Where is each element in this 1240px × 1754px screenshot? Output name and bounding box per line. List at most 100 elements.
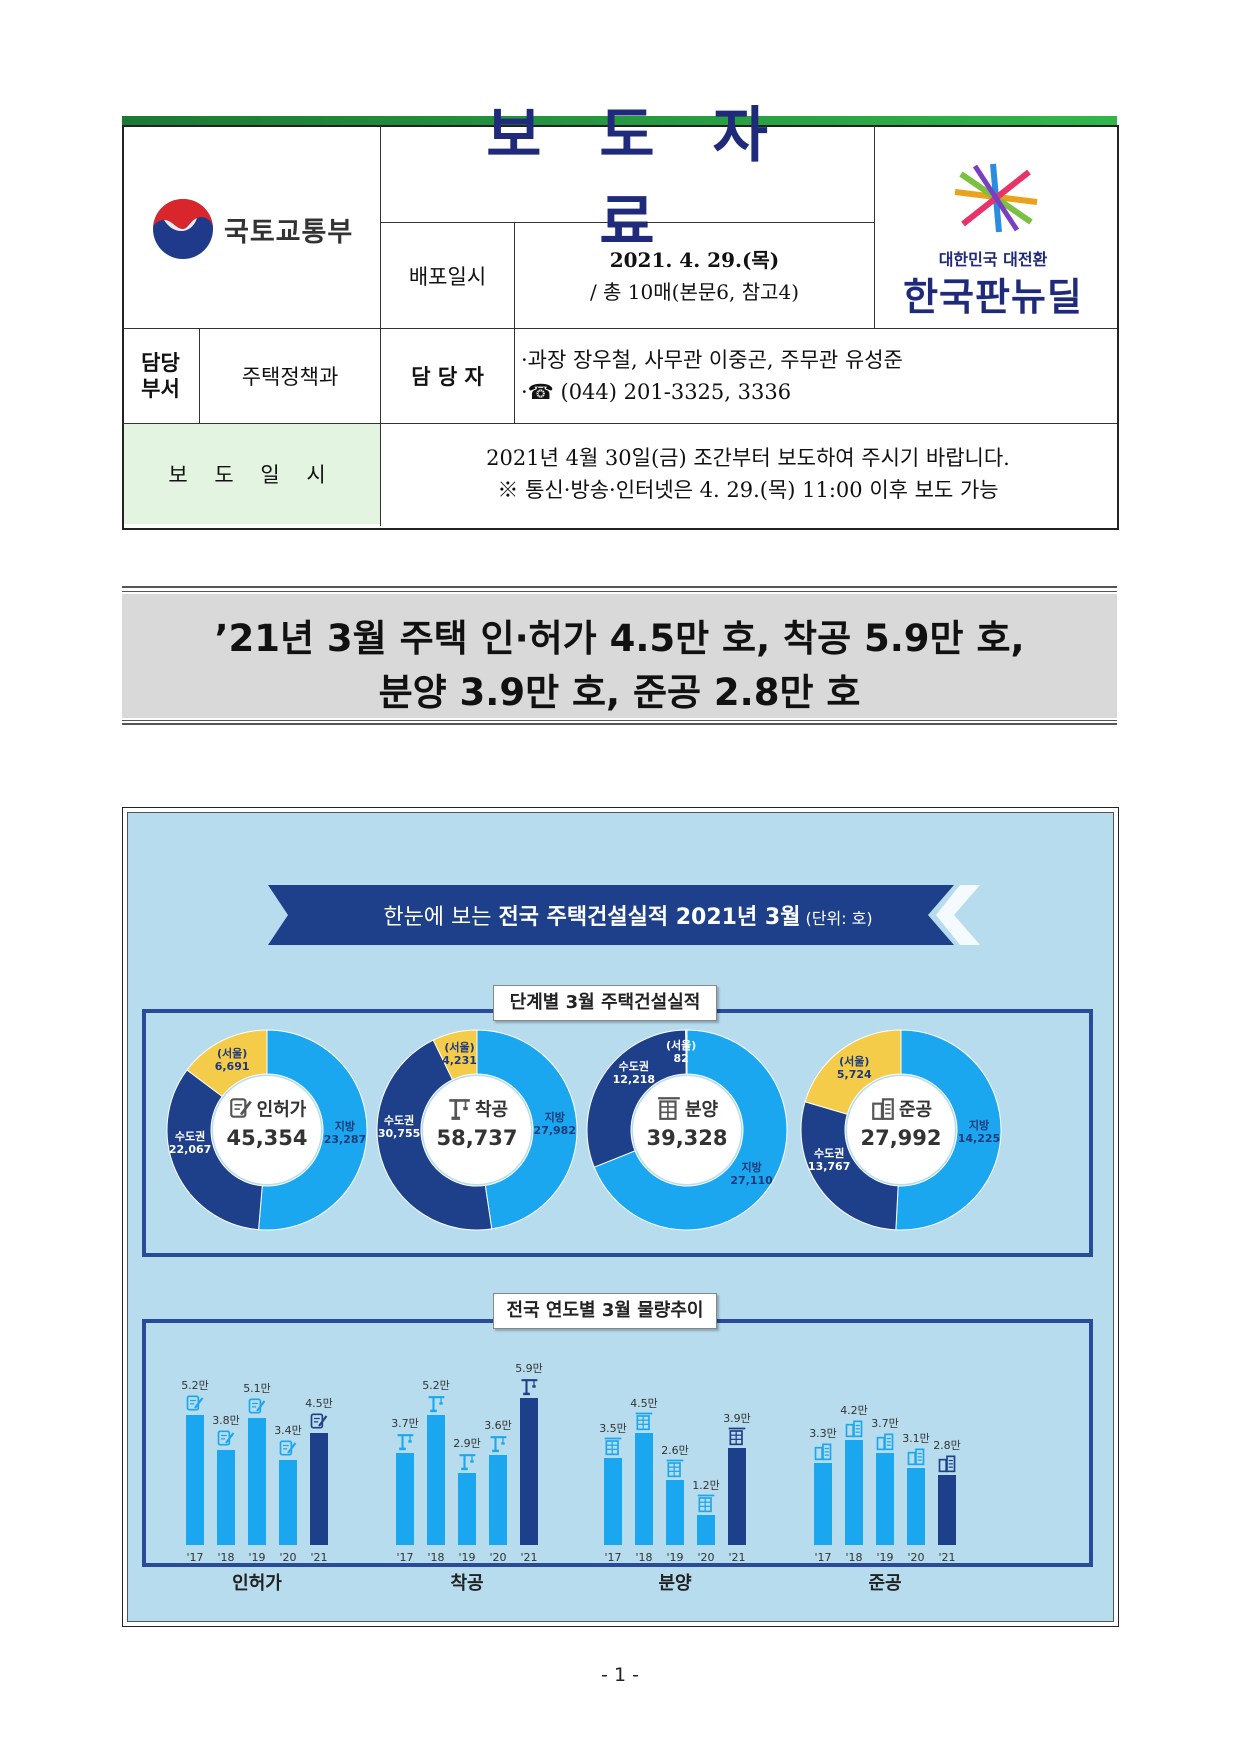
donut-center-name: 준공 [898,1099,933,1121]
donut-chart-1: 인허가 45,354 지방 23,287 수도권 22,067 (서울) 6,691 [162,1025,372,1235]
bar-year-label: '18 [427,1551,445,1564]
donut-slice-local [593,1029,788,1231]
bar-year-label: '20 [907,1551,925,1564]
buildings-icon [870,1095,896,1126]
buildings-icon [813,1441,833,1465]
bar-인허가-0 [186,1415,204,1545]
donut-label-capital: 수도권 13,767 [807,1147,851,1174]
building-frame-icon [665,1458,685,1482]
document-type-title: 보도자료 [486,101,826,258]
donut-label-capital: 수도권 22,067 [168,1129,212,1156]
bar-year-label: '17 [604,1551,622,1564]
bar-분양-4 [728,1447,746,1545]
embargo-line-2: ※ 통신·방송·인터넷은 4. 29.(목) 11:00 이후 보도 가능 [497,478,999,502]
bar-인허가-1 [217,1450,235,1545]
bar-year-label: '17 [186,1551,204,1564]
donut-slice-capital [376,1039,493,1231]
donut-slice-local [476,1029,578,1230]
bar-group-name: 인허가 [232,1573,282,1594]
building-frame-icon [727,1426,747,1450]
donut-label-local: 지방 27,110 [730,1160,773,1187]
crane-icon [446,1095,472,1126]
document-pen-icon [228,1095,254,1126]
donut-label-seoul: (서울) 6,691 [214,1047,250,1074]
bar-value-label: 2.6만 [661,1444,689,1457]
building-frame-icon [634,1411,654,1435]
bar-인허가-4 [310,1432,328,1545]
bar-value-label: 2.9만 [453,1436,481,1450]
bar-year-label: '20 [489,1551,507,1564]
bar-value-label: 4.5만 [305,1396,333,1410]
bar-value-label: 3.5만 [599,1421,627,1435]
bar-value-label: 3.4만 [274,1424,302,1437]
bar-section-title: 전국 연도별 3월 물량추이 [493,1293,717,1329]
donut-slice-local [258,1029,368,1231]
building-frame-icon [696,1493,716,1517]
donut-label-seoul: (서울) 4,231 [442,1040,477,1067]
buildings-icon [937,1453,957,1477]
ministry-name: 국토교통부 [224,217,354,248]
bar-year-label: '18 [217,1551,235,1564]
bar-value-label: 3.6만 [484,1419,512,1432]
bar-준공-3 [907,1467,925,1545]
housing-infographic: 한눈에 보는 전국 주택건설실적 2021년 3월 (단위: 호) 단계별 3월… [122,807,1119,1627]
contact-label: 담 당 자 [411,364,484,389]
document-pen-icon [278,1438,298,1462]
bar-준공-1 [845,1440,863,1545]
release-label: 배포일시 [408,264,487,289]
press-release-header: 국토교통부 보도자료 대한민국 대전환 한국판뉴딜 배포일시 2021. 4. … [122,101,1119,530]
donut-hole [423,1076,531,1184]
contact-people: ·과장 장우철, 사무관 이중곤, 주무관 유성준 [521,348,903,372]
bar-인허가-3 [279,1460,297,1545]
bar-year-label: '19 [876,1551,894,1564]
building-frame-icon [603,1436,623,1460]
document-pen-icon [185,1393,205,1417]
headline-banner: ’21년 3월 주택 인·허가 4.5만 호, 착공 5.9만 호, 분양 3.… [122,586,1117,728]
building-frame-icon [656,1095,682,1126]
brand-title: 한국판뉴딜 [903,275,1083,319]
contact-phone: ·☎ (044) 201-3325, 3336 [521,380,792,404]
embargo-label: 보 도 일 시 [124,424,380,524]
donut-center-name: 인허가 [256,1099,307,1121]
bar-value-label: 2.8만 [933,1439,961,1452]
bar-year-label: '18 [845,1551,863,1564]
headline-line-1: ’21년 3월 주택 인·허가 4.5만 호, 착공 5.9만 호, [214,617,1025,660]
donut-slice-capital [166,1069,263,1231]
donut-total: 39,328 [646,1126,728,1150]
bar-분양-0 [604,1457,622,1545]
donut-slice-capital [800,1101,899,1231]
bar-분양-3 [697,1515,715,1545]
donut-total: 27,992 [860,1126,942,1150]
bar-group-name: 분양 [658,1573,692,1594]
donut-label-local: 지방 14,225 [957,1119,1001,1145]
crane-icon [519,1376,539,1400]
donut-center-label: 착공 58,737 [417,1095,537,1150]
bar-value-label: 3.9만 [723,1411,751,1425]
donut-center-name: 분양 [684,1099,719,1121]
bar-착공-0 [396,1452,414,1545]
donut-hole [213,1076,321,1184]
bar-준공-4 [938,1475,956,1545]
donut-chart-2: 착공 58,737 지방 27,982 수도권 30,755 (서울) 4,231 [372,1025,582,1235]
infographic-background: 한눈에 보는 전국 주택건설실적 2021년 3월 (단위: 호) 단계별 3월… [127,812,1114,1622]
donut-chart-4: 준공 27,992 지방 14,225 수도권 13,767 (서울) 5,724 [796,1025,1006,1235]
bar-year-label: '20 [279,1551,297,1564]
donut-section-title: 단계별 3월 주택건설실적 [493,985,717,1021]
bar-준공-2 [876,1452,894,1545]
dept-label: 담당 부서 [141,350,180,401]
bar-value-label: 5.9만 [515,1361,543,1375]
bar-value-label: 4.5만 [630,1396,658,1410]
crane-icon [395,1431,415,1455]
ribbon-prefix: 한눈에 보는 [383,905,499,930]
donut-slice-seoul [804,1029,902,1115]
bar-group-name: 착공 [450,1573,484,1594]
donut-label-seoul: (서울) 5,724 [836,1054,872,1081]
donut-label-capital: 수도권 12,218 [612,1059,656,1086]
document-pen-icon [309,1411,329,1435]
bar-year-label: '21 [520,1551,538,1564]
embargo-line-1: 2021년 4월 30일(금) 조간부터 보도하여 주시기 바랍니다. [486,446,1010,470]
crane-icon [426,1393,446,1417]
donut-label-local: 지방 27,982 [533,1111,576,1138]
bar-value-label: 3.1만 [902,1431,930,1445]
dept-name: 주택정책과 [241,365,339,389]
